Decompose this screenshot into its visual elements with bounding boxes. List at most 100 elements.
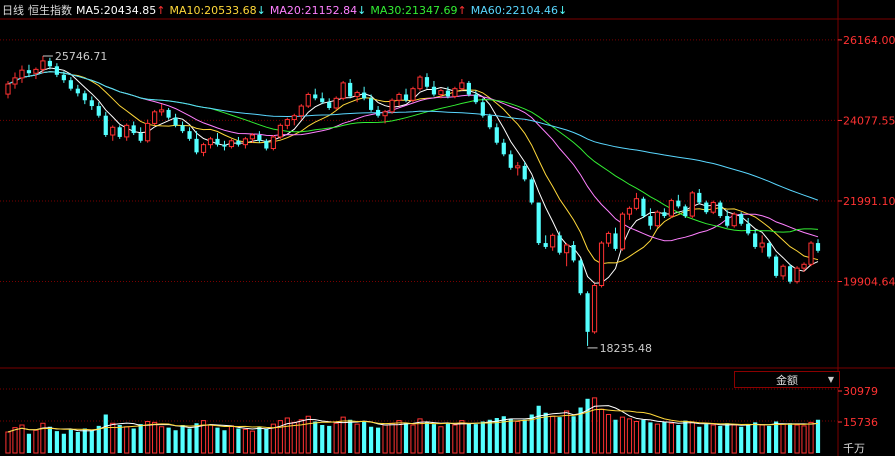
volume-bar-up: [801, 425, 807, 454]
volume-bar-down: [68, 429, 73, 453]
volume-bar-down: [26, 433, 32, 453]
candle-down: [473, 94, 478, 103]
high-price-label: 25746.71: [55, 50, 107, 63]
chevron-down-icon[interactable]: ▼: [827, 375, 834, 384]
volume-bar-down: [173, 430, 178, 453]
candle-down: [543, 243, 548, 247]
candle-down: [327, 102, 332, 108]
volume-bar-down: [431, 424, 437, 453]
volume-bar-up: [354, 423, 360, 454]
price-tick-label: 19904.64: [843, 275, 895, 288]
candle-down: [613, 233, 618, 249]
volume-bar-down: [543, 412, 548, 453]
candle-down: [264, 140, 269, 149]
period-label[interactable]: 日线: [2, 4, 24, 17]
volume-bar-up: [5, 431, 11, 454]
candlesticks: [5, 56, 821, 346]
candle-down: [257, 135, 262, 141]
candle-up: [780, 265, 786, 277]
candle-up: [145, 122, 151, 142]
candle-down: [103, 115, 108, 135]
volume-bar-up: [110, 422, 116, 454]
volume-bar-up: [284, 417, 290, 454]
volume-bar-up: [270, 423, 276, 454]
candle-up: [619, 213, 626, 250]
volume-unit-label: 千万: [843, 442, 865, 455]
volume-bar-down: [787, 423, 793, 453]
candle-up: [808, 242, 814, 265]
volume-bar-up: [794, 424, 800, 454]
candle-down: [697, 192, 702, 203]
volume-bar-down: [683, 420, 688, 453]
volume-tick-label: 15736: [843, 416, 878, 429]
volume-bar-down: [47, 426, 52, 453]
volume-bar-up: [668, 422, 674, 454]
ma60-line: [7, 71, 819, 201]
candle-up: [633, 198, 640, 209]
candle-down: [222, 144, 227, 147]
volume-bar-down: [480, 421, 485, 453]
volume-bar-down: [767, 425, 772, 453]
volume-bar-down: [704, 424, 709, 453]
candle-up: [668, 200, 674, 217]
candle-up: [228, 140, 235, 148]
volume-bar-down: [96, 425, 101, 453]
candle-up: [759, 242, 765, 248]
volume-bar-down: [222, 430, 227, 453]
volume-bar-up: [145, 421, 151, 454]
candle-down: [54, 66, 59, 75]
volume-bar-down: [641, 419, 646, 453]
ma10-legend: MA10:20533.68↓: [169, 3, 266, 17]
candle-down: [180, 125, 185, 132]
index-name: 恒生指数: [28, 4, 72, 17]
volume-bar-down: [571, 416, 576, 453]
candle-up: [382, 111, 388, 117]
volume-bar-down: [257, 426, 262, 453]
candle-up: [564, 244, 570, 254]
volume-bar-down: [585, 398, 590, 453]
candle-up: [298, 105, 304, 117]
volume-bar-up: [410, 424, 416, 454]
volume-bar-up: [452, 424, 458, 454]
volume-bar-up: [305, 415, 311, 454]
candle-down: [194, 138, 199, 153]
volume-bar-down: [466, 423, 471, 453]
candle-down: [47, 60, 52, 67]
volume-bar-down: [264, 428, 269, 453]
candle-up: [340, 82, 346, 99]
candle-down: [362, 92, 367, 99]
volume-bar-down: [501, 416, 506, 453]
candle-down: [501, 142, 506, 155]
price-annotations: 25746.71 18235.48: [42, 50, 652, 355]
candle-up: [12, 77, 18, 85]
volume-bar-down: [180, 425, 185, 453]
volume-bar-down: [473, 424, 478, 453]
volume-tick-label: 30979: [843, 385, 878, 398]
volume-bar-down: [375, 427, 381, 453]
candle-up: [459, 82, 465, 90]
candle-down: [578, 260, 583, 294]
volume-bar-down: [697, 426, 702, 453]
volume-bar-up: [200, 420, 207, 454]
candle-down: [68, 80, 73, 89]
candle-down: [320, 98, 325, 103]
price-tick-label: 21991.10: [843, 195, 895, 208]
volume-bar-down: [166, 427, 171, 453]
volume-bar-up: [689, 421, 695, 454]
volume-bar-up: [633, 421, 640, 454]
volume-bar-down: [187, 428, 192, 453]
volume-bar-up: [228, 425, 235, 454]
indicator-select[interactable]: 金额 ▼: [734, 371, 840, 388]
candle-up: [333, 97, 339, 109]
ma30-legend: MA30:21347.69↑: [370, 3, 467, 17]
volume-bar-up: [207, 424, 214, 454]
volume-bar-down: [131, 428, 136, 453]
candle-down: [348, 82, 353, 97]
volume-bar-up: [389, 422, 395, 454]
volume-bar-down: [54, 431, 59, 453]
candle-up: [396, 93, 402, 101]
volume-bar-up: [731, 424, 737, 454]
volume-bar-down: [648, 422, 653, 453]
volume-bar-down: [487, 419, 492, 453]
